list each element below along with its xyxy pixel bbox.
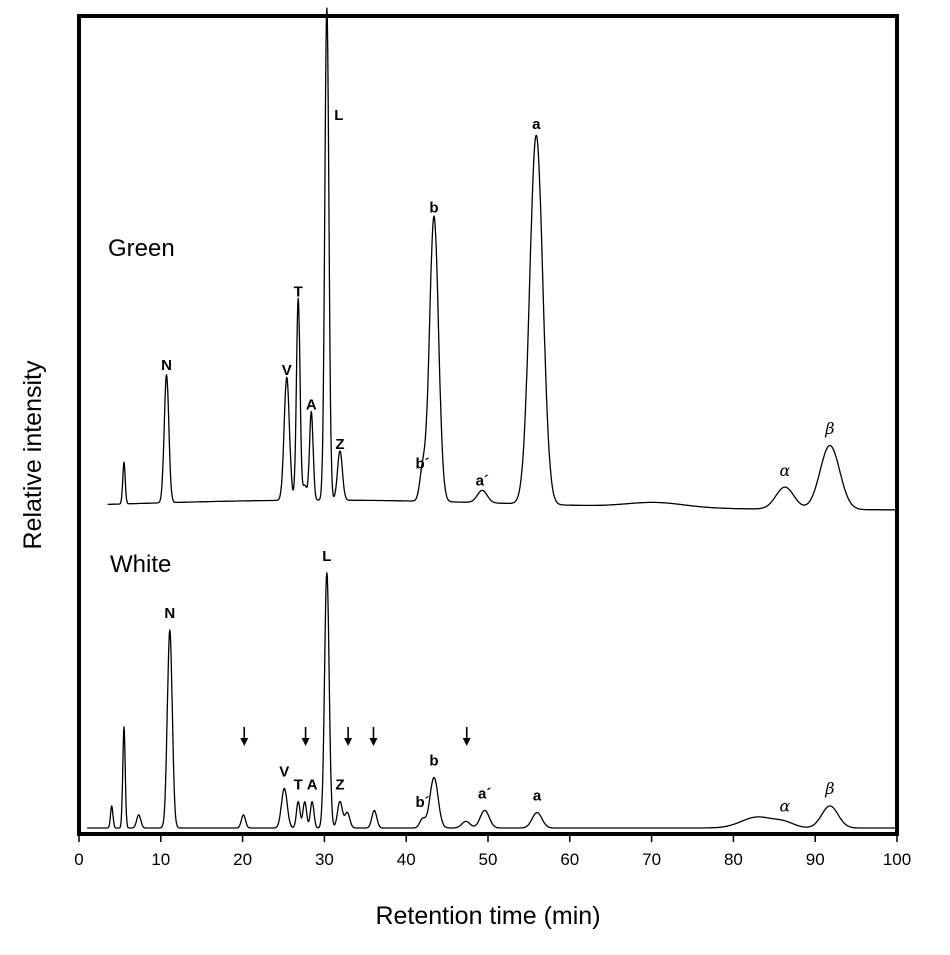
- x-tick-label: 50: [479, 850, 498, 869]
- arrow-head: [301, 738, 310, 746]
- peak-label-green: N: [161, 357, 172, 374]
- trace-green: [107, 7, 898, 511]
- arrow-head: [344, 738, 353, 746]
- peak-label-green: b´: [415, 455, 429, 472]
- peak-label-green: T: [294, 283, 303, 300]
- x-axis-title: Retention time (min): [375, 902, 600, 930]
- x-tick-label: 20: [233, 850, 252, 869]
- peak-label-white: A: [307, 777, 318, 794]
- peak-label-white: L: [322, 548, 331, 565]
- trace-white: [86, 572, 898, 829]
- chromatogram-white: N VT A L Zb´ b a´ a α β: [86, 548, 898, 829]
- x-tick-label: 90: [806, 850, 825, 869]
- peak-label-green: Z: [335, 436, 344, 453]
- arrow-head: [240, 738, 249, 746]
- peak-label-green: b: [429, 200, 438, 217]
- arrow-head: [462, 738, 471, 746]
- peak-label-green: a: [532, 116, 541, 133]
- x-tick-label: 40: [397, 850, 416, 869]
- x-tick-label: 30: [315, 850, 334, 869]
- peak-label-white: Z: [335, 777, 344, 794]
- peak-label-green: L: [334, 107, 343, 124]
- peak-label-white: N: [164, 605, 175, 622]
- x-axis: 0 10 20 30 40 50 60 70 80 90 100: [74, 834, 911, 869]
- x-tick-label: 100: [883, 850, 911, 869]
- arrow-head: [369, 738, 378, 746]
- peak-arrows-white: [240, 727, 471, 746]
- peak-labels-white: N VT A L Zb´ b a´ a α β: [164, 548, 834, 816]
- peak-label-green: A: [306, 396, 317, 413]
- peak-label-white: a: [533, 788, 542, 805]
- peak-labels-green: N V T A L Zb´ b a´ a α β: [161, 107, 834, 490]
- peak-label-white: b: [429, 752, 438, 769]
- x-tick-label: 70: [642, 850, 661, 869]
- plot-frame: [77, 14, 899, 836]
- y-axis-title: Relative intensity: [19, 360, 47, 549]
- peak-label-green: a´: [476, 473, 489, 490]
- peak-label-white: β: [824, 779, 834, 798]
- chromatogram-green: N V T A L Zb´ b a´ a α β: [107, 7, 898, 511]
- peak-label-green: α: [780, 461, 791, 480]
- panel-label-green: Green: [108, 235, 175, 262]
- x-tick-label: 0: [74, 850, 83, 869]
- peak-label-white: a´: [478, 785, 491, 802]
- peak-label-green: V: [282, 362, 292, 379]
- x-tick-label: 10: [151, 850, 170, 869]
- peak-label-green: β: [824, 419, 834, 438]
- peak-label-white: V: [279, 763, 289, 780]
- panel-label-white: White: [110, 551, 171, 578]
- peak-label-white: b´: [415, 794, 429, 811]
- x-tick-label: 60: [560, 850, 579, 869]
- peak-label-white: α: [780, 797, 791, 816]
- peak-label-white: T: [294, 777, 303, 794]
- x-tick-label: 80: [724, 850, 743, 869]
